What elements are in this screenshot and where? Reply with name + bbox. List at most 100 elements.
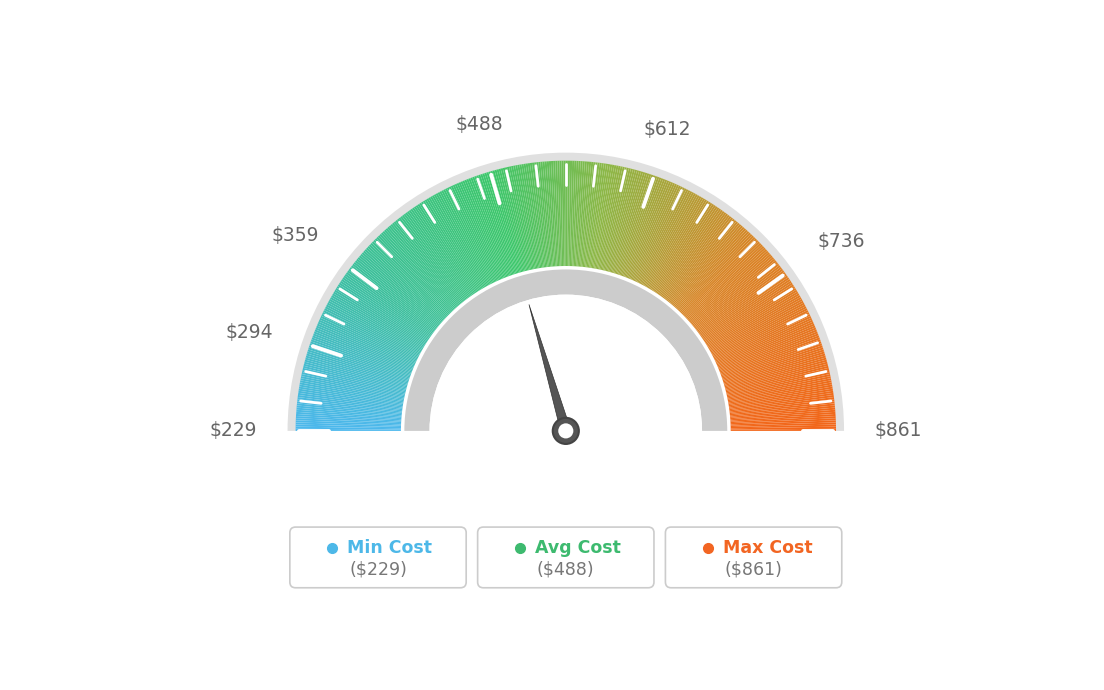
Wedge shape <box>669 220 736 303</box>
Wedge shape <box>485 172 518 274</box>
Wedge shape <box>335 290 425 346</box>
Wedge shape <box>655 203 712 293</box>
Wedge shape <box>414 206 475 295</box>
Wedge shape <box>314 331 413 371</box>
Wedge shape <box>300 380 404 402</box>
Wedge shape <box>555 161 561 266</box>
Wedge shape <box>650 198 705 290</box>
Wedge shape <box>729 388 834 406</box>
Wedge shape <box>373 240 449 315</box>
Wedge shape <box>611 171 641 273</box>
Wedge shape <box>457 183 500 280</box>
Wedge shape <box>637 187 684 283</box>
Wedge shape <box>672 224 741 306</box>
Wedge shape <box>677 231 750 310</box>
Wedge shape <box>320 316 416 362</box>
Wedge shape <box>693 259 775 327</box>
Wedge shape <box>428 197 482 289</box>
Wedge shape <box>311 337 411 375</box>
Wedge shape <box>635 186 681 282</box>
Circle shape <box>559 424 573 438</box>
Wedge shape <box>302 370 405 395</box>
Wedge shape <box>351 265 435 331</box>
Wedge shape <box>488 171 520 273</box>
Wedge shape <box>518 165 538 268</box>
Wedge shape <box>676 230 747 309</box>
Wedge shape <box>296 412 402 420</box>
Wedge shape <box>710 299 803 351</box>
Wedge shape <box>296 420 401 426</box>
Wedge shape <box>722 344 822 379</box>
Wedge shape <box>577 161 587 266</box>
Wedge shape <box>624 178 664 277</box>
Wedge shape <box>731 424 836 428</box>
Wedge shape <box>696 264 779 330</box>
Wedge shape <box>516 165 537 269</box>
Wedge shape <box>316 328 414 369</box>
Wedge shape <box>622 177 659 276</box>
Wedge shape <box>607 169 635 271</box>
Wedge shape <box>305 359 406 388</box>
Wedge shape <box>551 161 558 266</box>
Wedge shape <box>319 319 415 364</box>
Wedge shape <box>671 223 740 305</box>
Wedge shape <box>447 187 495 283</box>
Wedge shape <box>480 174 514 275</box>
Wedge shape <box>436 193 488 286</box>
Wedge shape <box>299 384 403 404</box>
Wedge shape <box>359 255 440 325</box>
Wedge shape <box>659 208 721 296</box>
Wedge shape <box>618 175 654 275</box>
Wedge shape <box>713 308 807 357</box>
Wedge shape <box>703 282 793 342</box>
Wedge shape <box>634 185 679 281</box>
Wedge shape <box>570 161 574 266</box>
Wedge shape <box>363 250 443 322</box>
Wedge shape <box>649 197 703 289</box>
Wedge shape <box>565 161 567 266</box>
Wedge shape <box>723 347 824 381</box>
Wedge shape <box>687 248 766 320</box>
Wedge shape <box>718 328 816 369</box>
Wedge shape <box>304 364 406 391</box>
Wedge shape <box>296 424 401 428</box>
Wedge shape <box>314 333 412 373</box>
Wedge shape <box>400 216 466 301</box>
Wedge shape <box>312 335 412 374</box>
Wedge shape <box>421 201 478 292</box>
Wedge shape <box>463 180 503 279</box>
Wedge shape <box>729 386 832 405</box>
Wedge shape <box>364 249 444 321</box>
Wedge shape <box>731 428 836 431</box>
Wedge shape <box>298 395 402 411</box>
Wedge shape <box>374 238 450 315</box>
Text: $294: $294 <box>225 323 273 342</box>
Wedge shape <box>302 366 406 393</box>
Wedge shape <box>530 163 545 268</box>
Wedge shape <box>308 349 408 382</box>
Wedge shape <box>298 393 403 409</box>
Wedge shape <box>673 227 744 307</box>
Wedge shape <box>443 189 492 284</box>
Wedge shape <box>528 163 544 268</box>
Wedge shape <box>594 165 614 268</box>
Wedge shape <box>423 201 479 291</box>
Wedge shape <box>309 344 410 379</box>
Wedge shape <box>347 270 433 334</box>
Wedge shape <box>306 355 407 386</box>
Wedge shape <box>728 378 831 400</box>
Wedge shape <box>628 180 669 279</box>
Wedge shape <box>513 166 535 269</box>
Wedge shape <box>643 192 694 286</box>
Wedge shape <box>325 308 418 357</box>
Wedge shape <box>591 164 608 268</box>
Wedge shape <box>298 388 403 406</box>
Wedge shape <box>721 339 820 376</box>
Wedge shape <box>340 281 428 340</box>
Wedge shape <box>595 165 616 269</box>
Wedge shape <box>731 418 836 424</box>
Wedge shape <box>396 219 464 302</box>
Wedge shape <box>705 286 795 344</box>
Wedge shape <box>370 243 447 317</box>
Wedge shape <box>707 291 798 347</box>
